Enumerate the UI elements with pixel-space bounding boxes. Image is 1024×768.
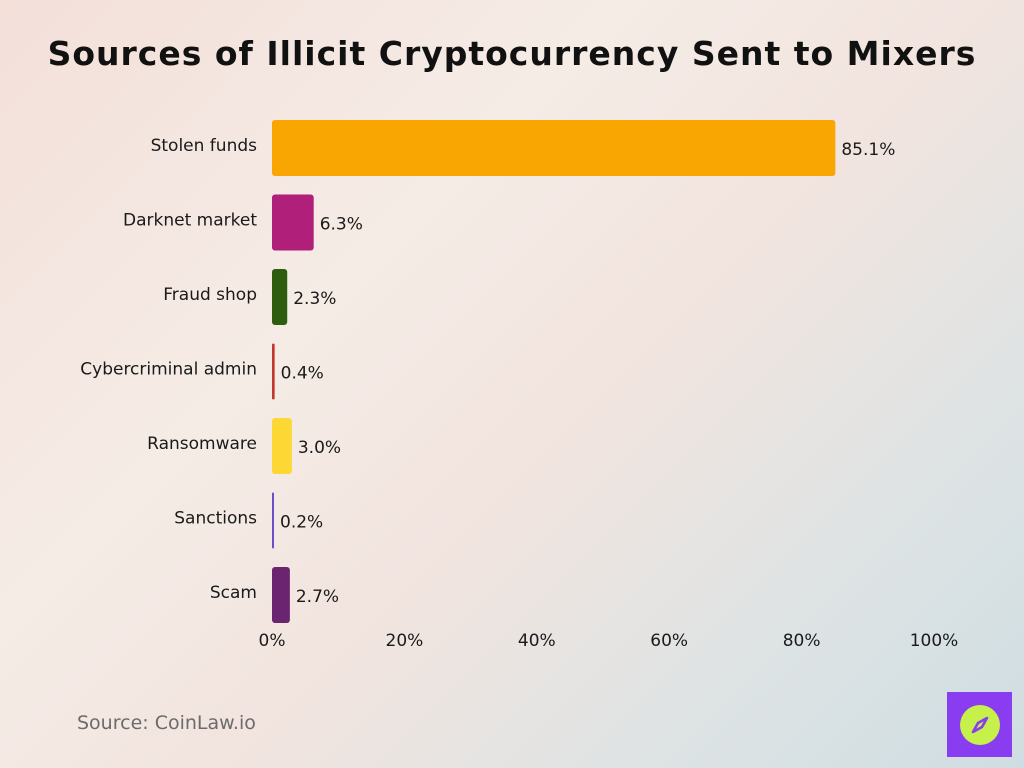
category-label: Cybercriminal admin: [80, 360, 257, 380]
x-tick-label: 60%: [650, 631, 688, 651]
chart-title: Sources of Illicit Cryptocurrency Sent t…: [47, 34, 977, 73]
category-label: Stolen funds: [151, 136, 258, 156]
x-axis-ticks: 0% 20% 40% 60% 80% 100%: [259, 631, 959, 651]
category-label: Darknet market: [123, 211, 257, 231]
value-label: 2.7%: [296, 587, 339, 607]
bar: [272, 269, 288, 325]
bar: [272, 194, 314, 251]
bar: [272, 418, 292, 474]
category-label: Ransomware: [147, 434, 257, 454]
bar: [272, 492, 274, 549]
bar: [272, 343, 275, 400]
x-tick-label: 0%: [259, 631, 286, 651]
category-labels: Stolen funds Darknet market Fraud shop Cybe…: [80, 136, 257, 603]
value-label: 0.4%: [281, 364, 324, 384]
value-label: 6.3%: [320, 215, 363, 235]
category-label: Sanctions: [174, 509, 257, 529]
bar: [272, 567, 290, 623]
bar-chart: Stolen funds Darknet market Fraud shop Cybe…: [80, 120, 959, 651]
x-tick-label: 20%: [386, 631, 424, 651]
compass-icon: [959, 704, 1000, 745]
x-tick-label: 80%: [783, 631, 821, 651]
value-label: 2.3%: [293, 289, 336, 309]
value-label: 0.2%: [280, 513, 323, 533]
bars: [272, 120, 836, 623]
value-label: 85.1%: [841, 140, 895, 160]
bar: [272, 120, 836, 176]
source-note: Source: CoinLaw.io: [77, 712, 256, 734]
value-labels: 85.1% 6.3% 2.3% 0.4% 3.0% 0.2% 2.7%: [280, 140, 895, 607]
category-label: Scam: [210, 583, 257, 603]
x-tick-label: 40%: [518, 631, 556, 651]
category-label: Fraud shop: [163, 285, 257, 305]
x-tick-label: 100%: [910, 631, 959, 651]
value-label: 3.0%: [298, 438, 341, 458]
brand-logo: [947, 692, 1012, 757]
